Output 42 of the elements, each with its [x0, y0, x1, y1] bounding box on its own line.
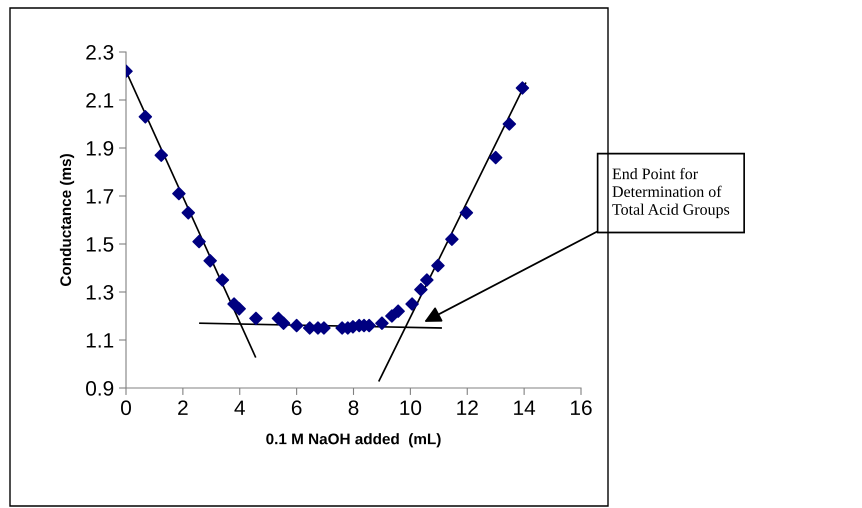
- point: [203, 254, 217, 268]
- x-tick-label: 4: [234, 400, 245, 415]
- x-tick-label: 2: [178, 400, 188, 415]
- point: [391, 304, 405, 318]
- x-tick-label: 8: [348, 400, 358, 416]
- y-tick-label: 0.9: [86, 381, 114, 396]
- point: [216, 273, 230, 287]
- point: [516, 81, 530, 95]
- point: [192, 234, 206, 248]
- point: [232, 302, 246, 316]
- point: [502, 117, 516, 131]
- point: [445, 232, 459, 246]
- y-tick-label: 1.9: [86, 141, 114, 156]
- x-tick-label: 0: [121, 400, 131, 416]
- point: [431, 258, 445, 272]
- point: [488, 150, 502, 164]
- x-tick-label: 6: [292, 400, 302, 416]
- y-axis-title: Conductance (ms): [60, 154, 74, 286]
- point: [154, 148, 168, 162]
- point: [290, 318, 304, 332]
- x-tick-label: 10: [400, 400, 422, 416]
- point: [138, 110, 152, 124]
- y-tick-label: 1.3: [86, 285, 114, 300]
- x-tick-label: 16: [571, 400, 592, 416]
- y-tick-label: 2.1: [86, 93, 114, 108]
- point: [249, 312, 263, 326]
- point: [172, 186, 186, 200]
- point: [276, 316, 290, 330]
- annotation: End Point for Determination of Total Acid Groups: [612, 168, 730, 218]
- x-tick-label: 12: [457, 400, 478, 415]
- point: [375, 316, 389, 330]
- point: [414, 282, 428, 296]
- x-tick-label: 14: [514, 400, 536, 415]
- y-tick-label: 1.5: [86, 237, 114, 252]
- point: [405, 297, 419, 311]
- y-tick-label: 2.3: [86, 45, 114, 60]
- point: [460, 206, 474, 220]
- point: [182, 206, 196, 220]
- point: [420, 273, 434, 287]
- y-tick-label: 1.1: [86, 333, 114, 348]
- y-tick-label: 1.7: [86, 189, 114, 204]
- x-axis-title: 0.1 M NaOH added (mL): [266, 433, 441, 448]
